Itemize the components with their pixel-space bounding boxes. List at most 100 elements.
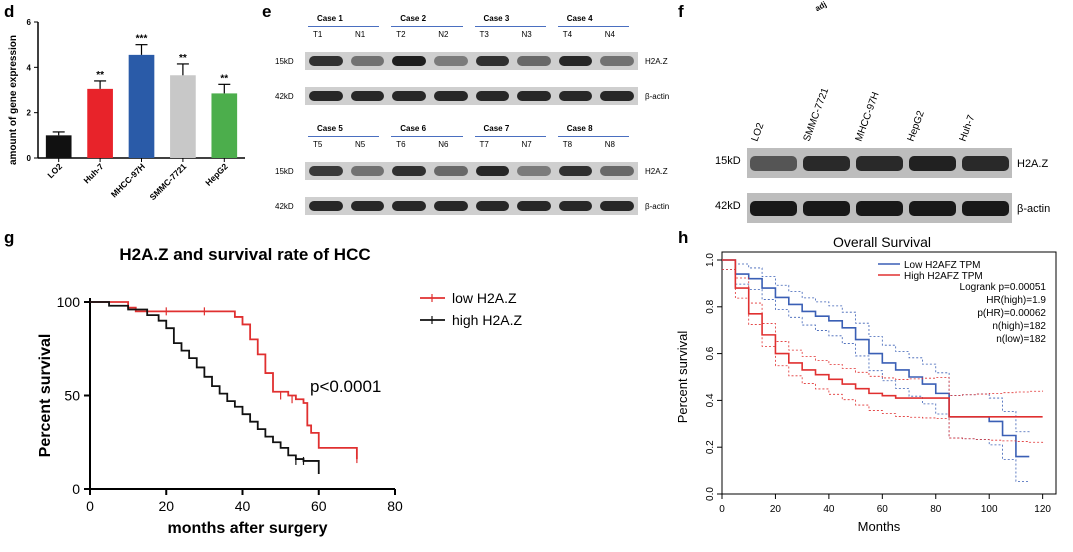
lane-label: N7 bbox=[521, 140, 532, 149]
case-label: Case 1 bbox=[317, 14, 343, 23]
y-axis-label: Percent survival bbox=[675, 331, 690, 424]
survival-line bbox=[722, 259, 1043, 418]
stats-label: n(high)=182 bbox=[992, 321, 1046, 332]
y-axis-label: amount of gene expression bbox=[8, 35, 19, 165]
target-label: H2A.Z bbox=[645, 57, 668, 66]
x-tick-label: 20 bbox=[770, 504, 782, 515]
panel-letter-g: g bbox=[4, 228, 15, 247]
y-tick-label: 6 bbox=[27, 18, 32, 27]
lane-label: N1 bbox=[355, 30, 366, 39]
p-value-label: p<0.0001 bbox=[310, 377, 381, 396]
mw-label-42kd: 42kD bbox=[715, 200, 741, 212]
lane-label: N5 bbox=[355, 140, 366, 149]
case-label: Case 3 bbox=[483, 14, 510, 23]
stats-label: Logrank p=0.00051 bbox=[960, 282, 1047, 293]
blot-band bbox=[750, 156, 797, 171]
case-underline bbox=[557, 26, 629, 27]
case-underline bbox=[557, 136, 629, 137]
bar bbox=[45, 135, 72, 158]
blot-band bbox=[803, 156, 850, 171]
x-axis-label: Months bbox=[858, 519, 901, 534]
y-tick-label: 0 bbox=[27, 154, 32, 163]
x-tick-label: 40 bbox=[823, 504, 835, 515]
x-tick-label: 100 bbox=[981, 504, 998, 515]
x-axis-label: months after surgery bbox=[167, 520, 327, 537]
y-tick-label: 100 bbox=[57, 294, 81, 310]
x-tick-label: 80 bbox=[387, 498, 403, 514]
western-blot-tissue: Case 1 T1 N1 Case 2 T2 N2 Case 3 T3 N3 Case 4 T4 N4… bbox=[270, 0, 675, 225]
km-chart-overall-survival: Overall Survival 0.0 0.2 0.4 0.6 0.8 1.0 0 20 40 6… bbox=[675, 234, 1057, 534]
bar bbox=[170, 75, 196, 158]
y-tick-label: 0.4 bbox=[705, 393, 716, 407]
blot-band bbox=[433, 166, 468, 176]
blot-band bbox=[392, 166, 426, 176]
bar bbox=[211, 93, 238, 158]
control-label: β-actin bbox=[1017, 203, 1051, 215]
lane-label: T3 bbox=[479, 30, 489, 39]
lane-label: T8 bbox=[562, 140, 573, 149]
x-tick-label: 60 bbox=[311, 498, 327, 514]
blot-band bbox=[558, 201, 593, 211]
blot-band bbox=[475, 201, 510, 211]
target-label: H2A.Z bbox=[1017, 158, 1049, 170]
legend-label: Low H2AFZ TPM bbox=[904, 260, 981, 271]
mw-label-42kd: 42kD bbox=[275, 92, 294, 101]
blot-band bbox=[350, 201, 385, 211]
lane-label: T2 bbox=[396, 30, 406, 39]
case-underline bbox=[308, 26, 380, 27]
cell-line-label: SMMC-7721 bbox=[801, 86, 832, 143]
blot-band bbox=[517, 91, 551, 101]
blot-band bbox=[909, 156, 956, 171]
confidence-upper bbox=[722, 259, 1044, 396]
panel-letter-f: f bbox=[678, 2, 684, 21]
panel-letter-d: d bbox=[4, 2, 15, 21]
case-label: Case 2 bbox=[400, 14, 427, 23]
bar bbox=[87, 88, 113, 158]
y-tick-label: 1.0 bbox=[705, 253, 716, 267]
blot-band bbox=[600, 166, 634, 176]
x-tick-label: LO2 bbox=[45, 161, 64, 180]
legend-label: high H2A.Z bbox=[452, 312, 522, 328]
lane-label: N4 bbox=[604, 30, 615, 39]
h2az-blot-strip bbox=[305, 162, 638, 180]
h2az-blot-strip bbox=[305, 52, 638, 70]
lane-label: T6 bbox=[396, 140, 406, 149]
x-tick-label: SMMC-7721 bbox=[148, 161, 189, 202]
legend-label: High H2AFZ TPM bbox=[904, 271, 983, 282]
blot-band bbox=[558, 166, 593, 176]
stats-label: HR(high)=1.9 bbox=[986, 295, 1046, 306]
x-tick-label: 120 bbox=[1034, 504, 1051, 515]
actin-blot-strip bbox=[305, 197, 638, 215]
blot-band bbox=[909, 201, 956, 216]
blot-band bbox=[803, 201, 850, 216]
x-tick-label: 80 bbox=[930, 504, 942, 515]
y-tick-label: 4 bbox=[27, 63, 32, 72]
confidence-lower bbox=[722, 268, 1030, 483]
case-underline bbox=[474, 136, 546, 137]
blot-band bbox=[392, 201, 426, 211]
significance-label: *** bbox=[136, 34, 148, 45]
x-tick-label: MHCC-97H bbox=[109, 161, 147, 199]
case-underline bbox=[391, 136, 463, 137]
x-tick-label: 0 bbox=[86, 498, 94, 514]
case-label: Case 6 bbox=[400, 124, 427, 133]
blot-band bbox=[600, 56, 634, 66]
blot-band bbox=[475, 56, 510, 66]
blot-band bbox=[309, 201, 343, 211]
bar bbox=[128, 54, 155, 158]
cell-line-label: HepG2 bbox=[905, 109, 927, 143]
cell-line-label: LO2 bbox=[749, 121, 767, 143]
case-label: Case 8 bbox=[566, 124, 593, 133]
cell-line-label: Huh-7 bbox=[957, 113, 978, 143]
case-label: Case 4 bbox=[566, 14, 593, 23]
lane-label: N2 bbox=[438, 30, 449, 39]
x-tick-label: 60 bbox=[877, 504, 889, 515]
blot-band bbox=[962, 156, 1009, 171]
blot-band bbox=[392, 91, 426, 101]
blot-band bbox=[433, 56, 468, 66]
blot-band bbox=[600, 91, 634, 101]
blot-band bbox=[856, 201, 903, 216]
y-axis-label: Percent survival bbox=[37, 334, 54, 458]
h2az-blot-strip bbox=[747, 148, 1012, 178]
legend-label: low H2A.Z bbox=[452, 290, 517, 306]
